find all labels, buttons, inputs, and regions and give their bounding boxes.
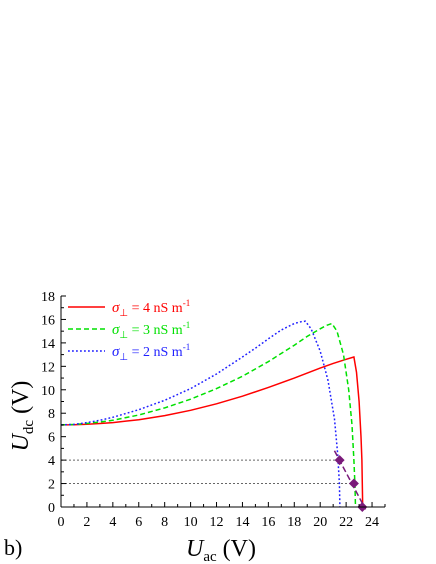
series-line bbox=[60, 320, 341, 508]
y-tick-label: 18 bbox=[41, 290, 55, 305]
x-tick-label: 14 bbox=[235, 515, 249, 530]
series-line bbox=[60, 356, 364, 508]
y-axis-label: Udc (V) bbox=[8, 381, 37, 452]
y-tick-label: 4 bbox=[48, 454, 55, 469]
data-marker bbox=[334, 455, 345, 466]
x-tick-label: 12 bbox=[210, 515, 224, 530]
x-tick-label: 24 bbox=[365, 515, 379, 530]
legend-label: σ⊥ = 4 nS m-1 bbox=[112, 298, 190, 319]
series-lines bbox=[60, 320, 364, 508]
x-tick-label: 22 bbox=[339, 515, 353, 530]
x-tick-label: 8 bbox=[161, 515, 168, 530]
series-line bbox=[60, 322, 357, 508]
y-tick-label: 16 bbox=[41, 313, 55, 328]
y-tick-label: 10 bbox=[41, 384, 55, 399]
x-tick-label: 16 bbox=[261, 515, 275, 530]
y-tick-label: 0 bbox=[48, 501, 55, 516]
y-tick-label: 6 bbox=[48, 431, 55, 446]
y-tick-label: 14 bbox=[41, 337, 55, 352]
x-tick-label: 6 bbox=[135, 515, 142, 530]
x-tick-label: 18 bbox=[287, 515, 301, 530]
x-tick-label: 10 bbox=[184, 515, 198, 530]
x-tick-label: 2 bbox=[83, 515, 90, 530]
x-tick-label: 0 bbox=[58, 515, 65, 530]
panel-label: b) bbox=[4, 535, 22, 560]
y-tick-label: 12 bbox=[41, 360, 55, 375]
y-tick-label: 8 bbox=[48, 407, 55, 422]
legend-label: σ⊥ = 2 nS m-1 bbox=[112, 342, 190, 363]
x-tick-label: 20 bbox=[313, 515, 327, 530]
data-marker bbox=[348, 478, 359, 489]
reference-lines bbox=[61, 459, 354, 485]
x-tick-label: 4 bbox=[109, 515, 116, 530]
legend-label: σ⊥ = 3 nS m-1 bbox=[112, 320, 190, 341]
x-axis-label: Uac (V) bbox=[186, 536, 256, 564]
y-tick-label: 2 bbox=[48, 478, 55, 493]
legend: σ⊥ = 4 nS m-1σ⊥ = 3 nS m-1σ⊥ = 2 nS m-1 bbox=[68, 298, 190, 363]
